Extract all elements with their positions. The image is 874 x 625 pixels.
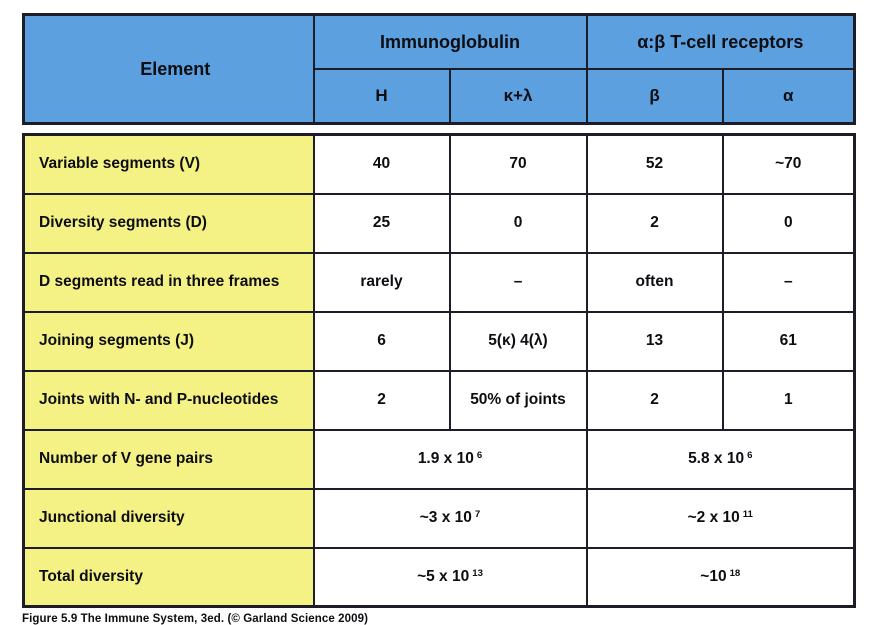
col-group-immunoglobulin: Immunoglobulin [312, 13, 588, 70]
figure-caption: Figure 5.9 The Immune System, 3ed. (© Ga… [22, 613, 369, 625]
cell-value: 70 [448, 133, 588, 195]
cell-value: 2 [585, 369, 724, 431]
cell-value: 0 [721, 192, 856, 254]
header-body-divider-gap [22, 125, 853, 133]
value-exponent: 6 [747, 450, 753, 462]
table-row-diversity-segments: Diversity segments (D) 25 0 2 0 [22, 192, 856, 254]
cell-value-merged: 1.9 x 10 6 [312, 428, 588, 490]
value-base: 5.8 x 10 [688, 450, 745, 467]
value-base: ~10 [700, 567, 727, 585]
value-base: ~5 x 10 [417, 567, 470, 585]
value-exponent: 18 [729, 567, 741, 579]
cell-value: – [721, 251, 856, 313]
col-header-alpha: α [721, 68, 856, 125]
col-header-h: H [312, 68, 451, 125]
header-sub-row: H κ+λ β α [24, 68, 856, 125]
cell-value: 61 [721, 310, 856, 372]
cell-value: 50% of joints [448, 369, 588, 431]
row-label: Joining segments (J) [22, 310, 315, 372]
value-exponent: 13 [472, 567, 483, 579]
row-label: Total diversity [22, 546, 315, 608]
cell-value: 6 [312, 310, 451, 372]
cell-value: – [448, 251, 588, 313]
value-exponent: 11 [742, 509, 753, 521]
row-label: D segments read in three frames [22, 251, 315, 313]
figure-5-9: Element Immunoglobulin α:β T-cell recept… [22, 13, 857, 625]
cell-value: rarely [312, 251, 451, 313]
cell-value: 40 [312, 133, 451, 195]
table-row-v-gene-pairs: Number of V gene pairs 1.9 x 10 6 5.8 x 1… [22, 428, 856, 490]
cell-value: often [585, 251, 724, 313]
row-label: Variable segments (V) [22, 133, 315, 195]
col-header-beta: β [585, 68, 724, 125]
header-group-row: Element Immunoglobulin α:β T-cell recept… [22, 13, 856, 125]
cell-value: 25 [312, 192, 451, 254]
table-row-junctional-diversity: Junctional diversity ~3 x 10 7 ~2 x 10 11 [22, 487, 856, 549]
cell-value-merged: ~10 18 [585, 546, 856, 608]
col-header-kappa-lambda: κ+λ [448, 68, 588, 125]
col-header-element: Element [22, 13, 315, 125]
table-body-block: Variable segments (V) 40 70 52 ~70 Diver… [22, 133, 856, 608]
table-row-joining-segments: Joining segments (J) 6 5(κ) 4(λ) 13 61 [22, 310, 856, 372]
cell-value: 1 [721, 369, 856, 431]
row-label: Junctional diversity [22, 487, 315, 549]
cell-value: 2 [585, 192, 724, 254]
table-row-d-segments-frames: D segments read in three frames rarely –… [22, 251, 856, 313]
col-group-alpha-beta-tcell-receptors: α:β T-cell receptors [585, 13, 856, 70]
cell-value-merged: ~5 x 10 13 [312, 546, 588, 608]
table-row-joints-nucleotides: Joints with N- and P-nucleotides 2 50% o… [22, 369, 856, 431]
value-base: ~2 x 10 [687, 509, 740, 526]
value-exponent: 6 [476, 450, 483, 462]
table-header-block: Element Immunoglobulin α:β T-cell recept… [22, 13, 857, 125]
cell-value: 2 [312, 369, 451, 431]
row-label: Number of V gene pairs [22, 428, 315, 490]
cell-value-merged: 5.8 x 10 6 [585, 428, 856, 490]
value-exponent: 7 [474, 509, 481, 521]
cell-value-merged: ~3 x 10 7 [312, 487, 588, 549]
value-base: ~3 x 10 [419, 509, 472, 526]
table-row-total-diversity: Total diversity ~5 x 10 13 ~10 18 [22, 546, 856, 608]
cell-value: 52 [585, 133, 724, 195]
cell-value: ~70 [721, 133, 856, 195]
row-label: Joints with N- and P-nucleotides [22, 369, 315, 431]
cell-value-merged: ~2 x 10 11 [585, 487, 856, 549]
cell-value: 0 [448, 192, 588, 254]
table-row-variable-segments: Variable segments (V) 40 70 52 ~70 [22, 133, 856, 195]
row-label: Diversity segments (D) [22, 192, 315, 254]
cell-value: 13 [585, 310, 724, 372]
cell-value: 5(κ) 4(λ) [448, 310, 588, 372]
value-base: 1.9 x 10 [417, 450, 474, 467]
